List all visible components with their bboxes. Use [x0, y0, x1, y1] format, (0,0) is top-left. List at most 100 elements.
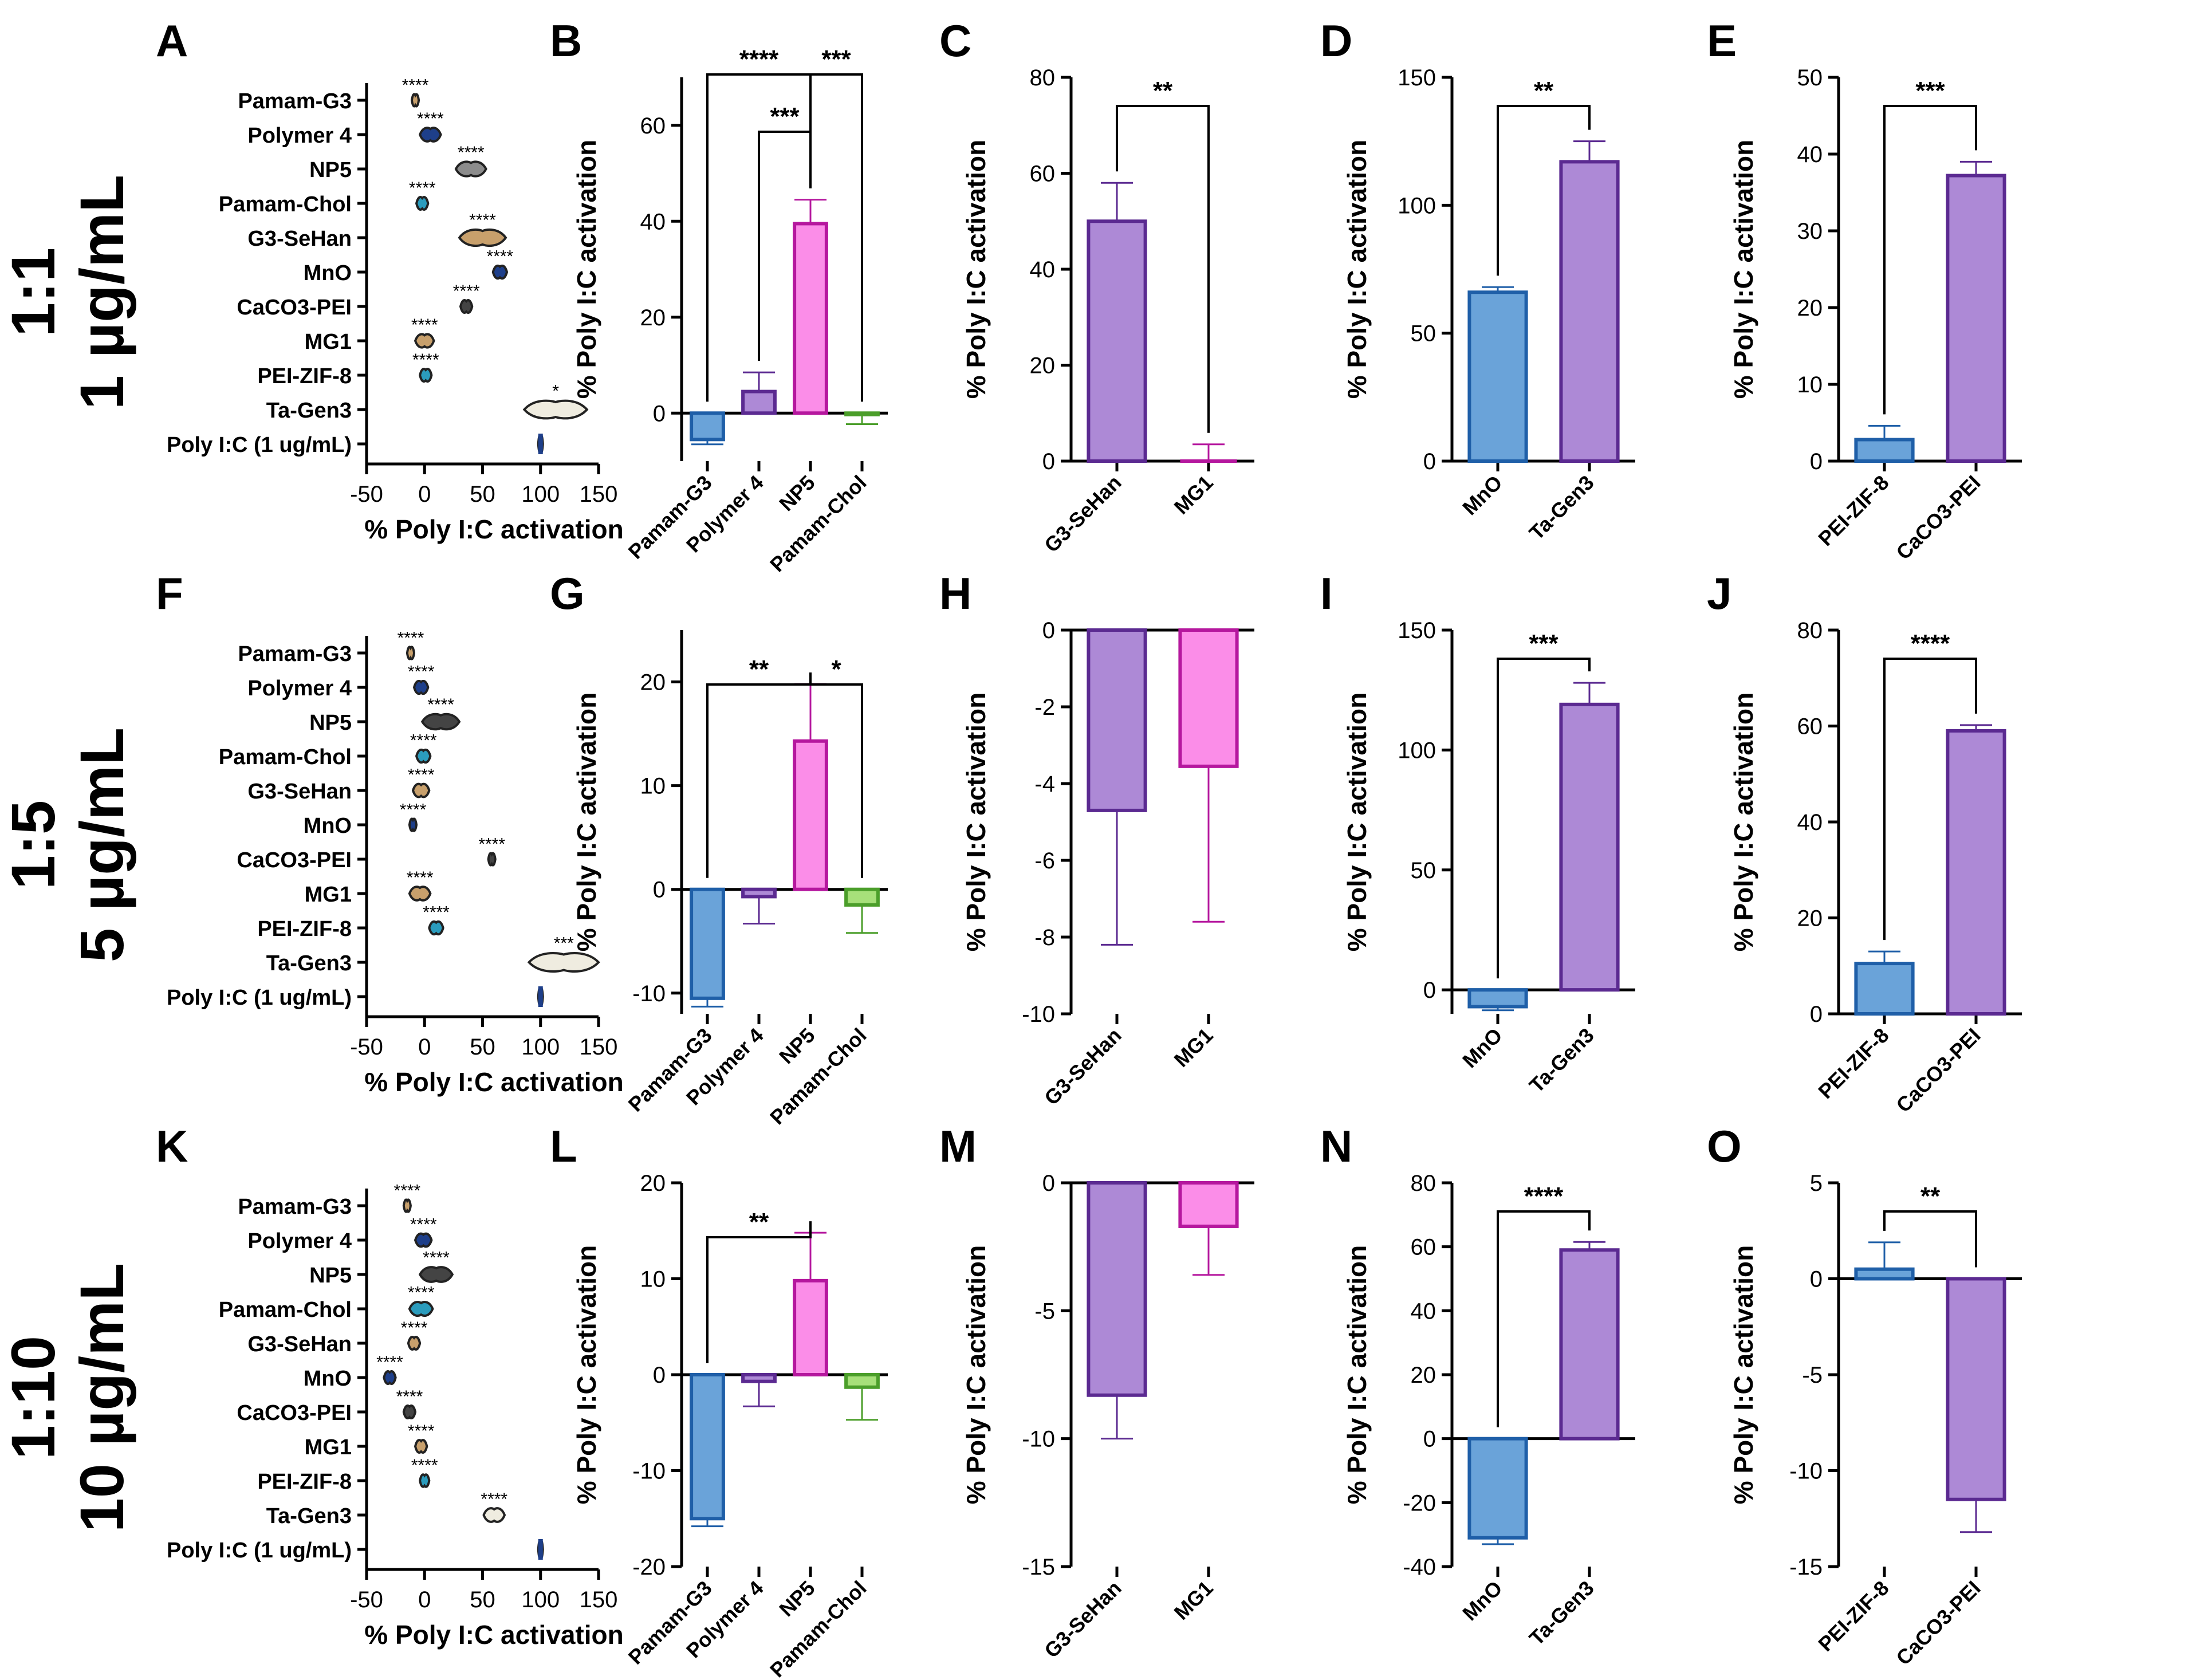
category-label: CaCO3-PEI: [1891, 1024, 1985, 1117]
significance-label: ***: [1529, 629, 1559, 658]
bar-mark: [1087, 219, 1147, 463]
bar-mark: [1559, 160, 1620, 463]
x-tick-label: -50: [350, 1034, 383, 1060]
significance-bracket: [758, 131, 812, 361]
category-label: Poly I:C (1 ug/mL): [167, 986, 352, 1010]
bar-mark: [1467, 1437, 1528, 1540]
significance-label: *: [831, 655, 841, 683]
x-axis-title: % Poly I:C activation: [364, 1620, 623, 1650]
panel-label: M: [939, 1121, 977, 1171]
category-label: Pamam-G3: [238, 89, 352, 113]
violin-mark: [428, 920, 444, 936]
significance-label: ****: [401, 1319, 428, 1337]
significance-label: *: [552, 381, 559, 400]
violin-mark: [454, 160, 487, 178]
bar-mark: [1178, 1181, 1239, 1228]
bar-mark: [1946, 729, 2006, 1016]
significance-label: ****: [408, 1422, 435, 1441]
bar-panel-E: E 0 10 20 30 40 50 % Poly I:C activation PEI-ZIF…: [1707, 15, 2022, 564]
category-label: G3-SeHan: [1040, 1024, 1126, 1110]
violin-mark: [411, 782, 431, 798]
category-label: MnO: [304, 1367, 352, 1391]
bar-mark: [793, 222, 828, 415]
significance-bracket: [1883, 1210, 1977, 1268]
category-label: G3-SeHan: [247, 780, 352, 804]
significance-bracket: [1116, 105, 1210, 433]
x-tick-label: -50: [350, 482, 383, 507]
panel-label: F: [156, 568, 183, 619]
panel-label: L: [550, 1121, 577, 1171]
category-label: CaCO3-PEI: [237, 848, 352, 872]
y-tick-label: -2: [1034, 695, 1055, 720]
y-tick-label: 40: [1030, 257, 1056, 282]
y-tick-label: 40: [1797, 810, 1823, 835]
category-label: Ta-Gen3: [1525, 1576, 1599, 1650]
bar-mark: [690, 411, 725, 442]
violin-mark: [420, 713, 461, 731]
bar-panel-M: M -15 -10 -5 0 % Poly I:C activation G3-SeHan M…: [939, 1121, 1254, 1662]
panel-label: O: [1707, 1121, 1742, 1171]
category-label: Pamam-Chol: [219, 745, 352, 769]
category-label: MG1: [1170, 471, 1218, 519]
panel-label: A: [156, 15, 188, 66]
category-label: Pamam-Chol: [219, 1298, 352, 1322]
y-tick-label: 50: [1797, 65, 1823, 91]
category-label: Ta-Gen3: [1525, 471, 1599, 545]
y-tick-label: 50: [1411, 858, 1437, 883]
category-label: CaCO3-PEI: [1891, 1576, 1985, 1670]
row-label-ratio: 1:10: [0, 1336, 68, 1459]
y-tick-label: -15: [1789, 1555, 1823, 1580]
violin-mark: [491, 264, 509, 280]
y-tick-label: 20: [1797, 296, 1823, 321]
bar-panel-J: J 0 20 40 60 80 % Poly I:C activation PEI-ZIF-8…: [1707, 568, 2022, 1117]
panel-label: B: [550, 15, 582, 66]
y-tick-label: 60: [1030, 162, 1056, 187]
bar-mark: [741, 887, 777, 899]
violin-mark: [487, 852, 497, 867]
violin-mark: [408, 817, 418, 832]
x-tick-label: 150: [580, 1587, 618, 1612]
significance-bracket: [809, 672, 863, 878]
significance-label: ***: [1915, 77, 1945, 105]
y-tick-label: 0: [653, 401, 666, 426]
bar-mark: [844, 1373, 880, 1389]
category-label: MnO: [1458, 1576, 1507, 1626]
y-axis-title: % Poly I:C activation: [961, 693, 991, 951]
significance-label: ****: [487, 247, 514, 266]
category-label: PEI-ZIF-8: [257, 917, 352, 941]
bar-panel-H: H -10 -8 -6 -4 -2 0 % Poly I:C activation G3-SeH…: [939, 568, 1254, 1109]
significance-label: **: [1920, 1182, 1941, 1210]
category-label: MnO: [304, 814, 352, 838]
violin-panel-A: A -50 0 50 100 150 % Poly I:C activation Pamam-…: [156, 15, 624, 544]
y-tick-label: -20: [632, 1555, 666, 1580]
violin-mark: [406, 646, 416, 660]
category-label: PEI-ZIF-8: [257, 1470, 352, 1494]
significance-label: ****: [398, 628, 424, 647]
category-label: Polymer 4: [247, 676, 352, 701]
bar-panel-D: D 0 50 100 150 % Poly I:C activation MnO Ta-Gen…: [1320, 15, 1635, 545]
y-tick-label: 100: [1398, 193, 1436, 218]
significance-label: ***: [821, 45, 851, 73]
category-label: PEI-ZIF-8: [1813, 1024, 1893, 1103]
y-axis-title: % Poly I:C activation: [1729, 140, 1758, 399]
y-tick-label: 20: [1797, 906, 1823, 931]
category-label: Pamam-G3: [238, 642, 352, 666]
category-label: PEI-ZIF-8: [1813, 471, 1893, 550]
category-label: NP5: [774, 471, 820, 516]
significance-label: **: [1534, 77, 1554, 105]
y-tick-label: -10: [1022, 1427, 1055, 1452]
x-tick-label: -50: [350, 1587, 383, 1612]
violin-mark: [527, 951, 600, 973]
category-label: MG1: [1170, 1576, 1218, 1624]
violin-mark: [383, 1370, 397, 1385]
category-label: Ta-Gen3: [1525, 1024, 1599, 1097]
significance-label: ****: [481, 1490, 507, 1509]
violin-mark: [419, 368, 433, 383]
y-axis-title: % Poly I:C activation: [1342, 693, 1372, 951]
significance-label: ****: [376, 1353, 403, 1372]
y-tick-label: -5: [1802, 1363, 1823, 1388]
category-label: MG1: [305, 1435, 352, 1459]
y-axis-title: % Poly I:C activation: [1729, 693, 1758, 951]
row-label-concentration: 10 µg/mL: [67, 1263, 136, 1532]
y-tick-label: 60: [1411, 1235, 1437, 1260]
